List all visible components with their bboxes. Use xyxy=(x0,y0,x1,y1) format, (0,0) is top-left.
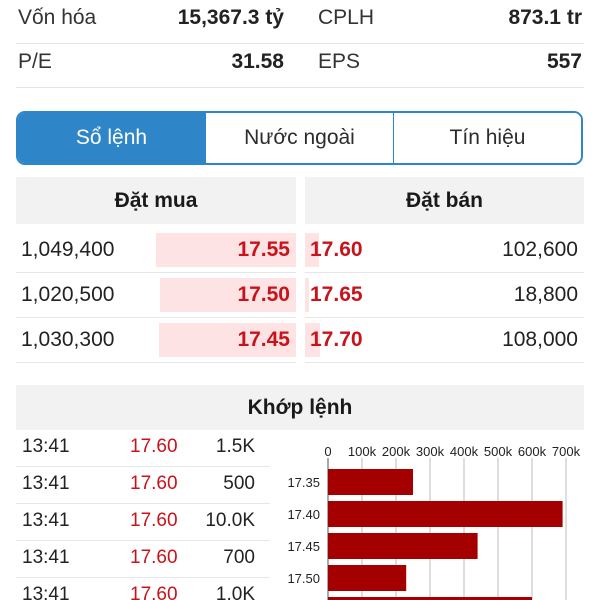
buy-order-row: 1,020,500 17.50 xyxy=(16,273,296,318)
chart-x-tick-label: 200k xyxy=(382,444,411,459)
sell-volume: 18,800 xyxy=(513,283,578,306)
sell-depth-bar xyxy=(305,278,309,312)
tab-signals[interactable]: Tín hiệu xyxy=(393,113,581,163)
buy-price: 17.55 xyxy=(237,238,290,261)
market-cap-label: Vốn hóa xyxy=(18,6,97,29)
buy-volume: 1,020,500 xyxy=(21,283,115,306)
buy-orders-header: Đặt mua xyxy=(16,177,296,224)
buy-depth-bar xyxy=(160,278,296,312)
stats-row-1: Vốn hóa 15,367.3 tỷ CPLH 873.1 tr xyxy=(16,0,584,44)
eps-label: EPS xyxy=(318,50,361,73)
chart-y-tick-label: 17.50 xyxy=(287,571,320,586)
trade-volume: 1.0K xyxy=(215,584,255,600)
trade-row: 13:41 17.60 700 xyxy=(16,541,270,578)
sell-price: 17.60 xyxy=(310,238,363,261)
buy-order-row: 1,049,400 17.55 xyxy=(16,228,296,273)
sell-depth-bar xyxy=(305,233,319,267)
tab-order-book[interactable]: Sổ lệnh xyxy=(18,113,205,163)
buy-order-row: 1,030,300 17.45 xyxy=(16,318,296,363)
buy-depth-bar xyxy=(156,233,296,267)
sell-depth-bar xyxy=(305,323,320,357)
stats-row-2: P/E 31.58 EPS 557 xyxy=(16,44,584,88)
trade-price: 17.60 xyxy=(130,510,178,531)
trade-row: 13:41 17.60 1.5K xyxy=(16,430,270,467)
chart-x-tick-label: 0 xyxy=(324,444,331,459)
matched-orders-header: Khớp lệnh xyxy=(16,385,584,430)
trade-volume: 500 xyxy=(223,473,255,494)
trade-volume: 1.5K xyxy=(215,436,255,457)
trade-time: 13:41 xyxy=(22,584,70,600)
chart-bar xyxy=(328,469,413,495)
trade-row: 13:41 17.60 500 xyxy=(16,467,270,504)
sell-volume: 102,600 xyxy=(502,238,578,261)
sell-price: 17.65 xyxy=(310,283,363,306)
trade-row: 13:41 17.60 1.0K xyxy=(16,578,270,600)
trade-row: 13:41 17.60 10.0K xyxy=(16,504,270,541)
buy-depth-bar xyxy=(159,323,296,357)
pe-label: P/E xyxy=(18,50,52,73)
buy-volume: 1,049,400 xyxy=(21,238,115,261)
sell-order-row: 17.70 108,000 xyxy=(305,318,584,363)
chart-x-tick-label: 500k xyxy=(484,444,513,459)
trade-volume: 700 xyxy=(223,547,255,568)
chart-x-tick-label: 600k xyxy=(518,444,547,459)
eps-value: 557 xyxy=(546,50,582,73)
chart-y-tick-label: 17.45 xyxy=(287,539,320,554)
chart-y-tick-label: 17.40 xyxy=(287,507,320,522)
trade-price: 17.60 xyxy=(130,584,178,600)
chart-x-tick-label: 400k xyxy=(450,444,479,459)
chart-bar xyxy=(328,565,407,591)
chart-y-tick-label: 17.35 xyxy=(287,475,320,490)
stock-stats: Vốn hóa 15,367.3 tỷ CPLH 873.1 tr P/E 31… xyxy=(16,0,584,88)
trade-price: 17.60 xyxy=(130,436,178,457)
tab-foreign[interactable]: Nước ngoài xyxy=(205,113,393,163)
sell-orders-header: Đặt bán xyxy=(305,177,584,224)
chart-x-tick-label: 300k xyxy=(416,444,445,459)
chart-x-tick-label: 700k xyxy=(552,444,581,459)
sell-order-row: 17.60 102,600 xyxy=(305,228,584,273)
sell-price: 17.70 xyxy=(310,328,363,351)
trade-time: 13:41 xyxy=(22,510,70,531)
buy-price: 17.50 xyxy=(237,283,290,306)
volume-by-price-chart: 0 100k 200k 300k 400k 500k 600k 700k 17.35 17.40 1… xyxy=(287,444,581,600)
market-cap-value: 15,367.3 tỷ xyxy=(177,6,284,29)
sell-order-row: 17.65 18,800 xyxy=(305,273,584,318)
trade-volume: 10.0K xyxy=(205,510,255,531)
chart-bar xyxy=(328,533,478,559)
shares-outstanding-label: CPLH xyxy=(318,6,375,29)
buy-volume: 1,030,300 xyxy=(21,328,115,351)
trade-price: 17.60 xyxy=(130,473,178,494)
shares-outstanding-value: 873.1 tr xyxy=(508,6,582,29)
pe-value: 31.58 xyxy=(231,50,284,73)
chart-x-tick-label: 100k xyxy=(348,444,377,459)
chart-bar xyxy=(328,597,532,600)
trade-time: 13:41 xyxy=(22,547,70,568)
chart-bar xyxy=(328,501,563,527)
trade-price: 17.60 xyxy=(130,547,178,568)
trade-time: 13:41 xyxy=(22,436,70,457)
sell-volume: 108,000 xyxy=(502,328,578,351)
trade-time: 13:41 xyxy=(22,473,70,494)
segmented-tabs: Sổ lệnh Nước ngoài Tín hiệu xyxy=(16,111,583,165)
buy-price: 17.45 xyxy=(237,328,290,351)
